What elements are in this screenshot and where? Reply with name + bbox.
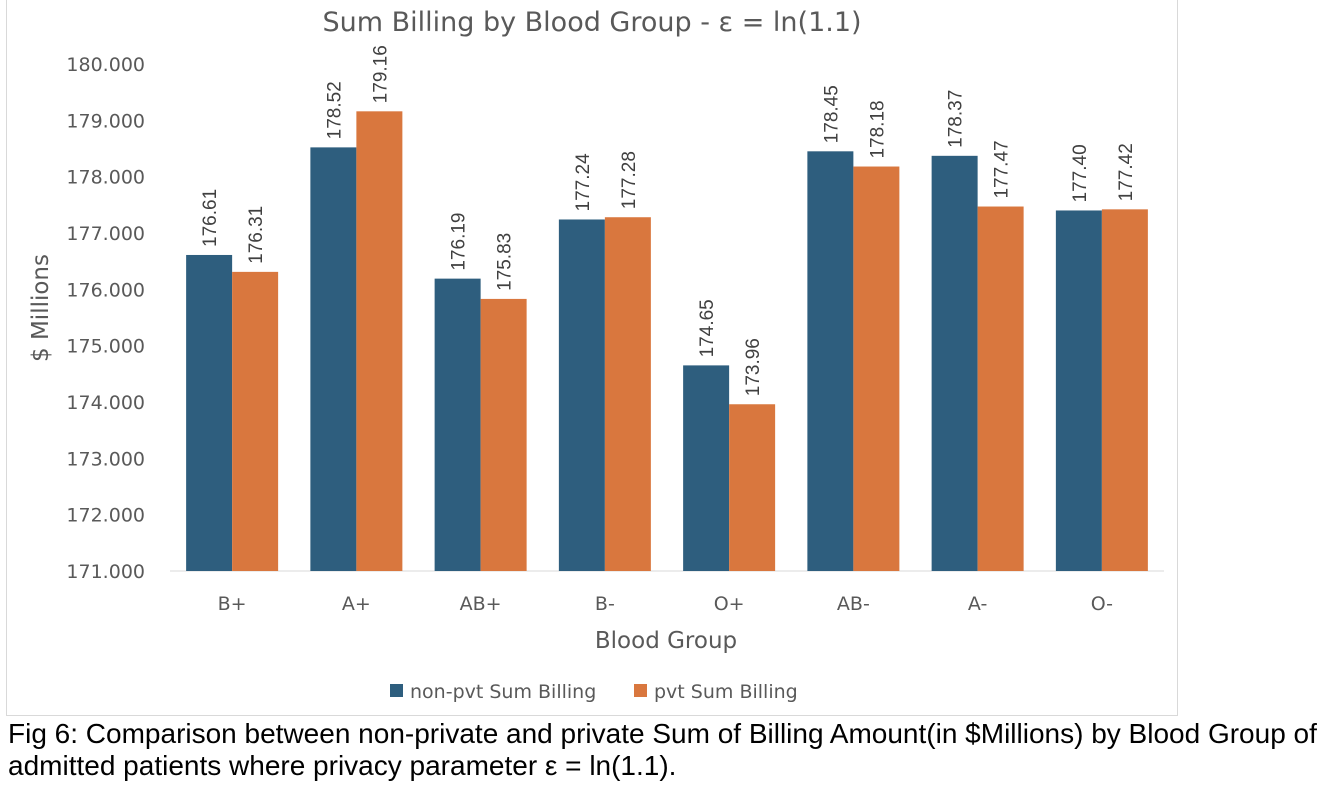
bar-non-pvt-A+: [310, 147, 357, 571]
x-tick-label: AB-: [837, 593, 870, 615]
bar-pvt-B+: [232, 271, 279, 571]
data-label: 177.40: [1070, 144, 1091, 202]
y-axis-title: $ Millions: [28, 254, 54, 362]
data-label: 178.18: [867, 100, 888, 158]
data-label: 177.47: [992, 140, 1013, 198]
bar-non-pvt-O-: [1055, 210, 1102, 571]
x-axis-ticks: B+ A+ AB+ B- O+ AB- A- O-: [218, 593, 1113, 615]
bar-non-pvt-B+: [186, 254, 233, 571]
chart-title: Sum Billing by Blood Group - ε = ln(1.1): [322, 7, 861, 38]
bar-pvt-AB-: [853, 166, 900, 571]
x-tick-label: B-: [595, 593, 615, 615]
data-label: 173.96: [743, 338, 764, 396]
data-label: 178.45: [821, 85, 842, 143]
bar-pvt-O+: [729, 404, 776, 571]
data-label: 176.19: [449, 213, 470, 271]
y-tick-label: 173.000: [66, 448, 145, 470]
data-label: 174.65: [697, 299, 718, 357]
bars: [186, 111, 1148, 572]
y-tick-label: 172.000: [66, 505, 145, 527]
data-label: 177.24: [573, 153, 594, 212]
data-label: 177.42: [1116, 143, 1137, 201]
y-tick-label: 174.000: [66, 392, 145, 414]
bar-pvt-O-: [1101, 209, 1148, 571]
bar-non-pvt-AB-: [807, 151, 854, 572]
bar-non-pvt-O+: [683, 365, 730, 571]
x-tick-label: AB+: [460, 593, 502, 615]
y-tick-label: 180.000: [66, 54, 145, 76]
bar-pvt-A-: [977, 206, 1024, 572]
bar-chart: Sum Billing by Blood Group - ε = ln(1.1)…: [28, 7, 1164, 703]
legend-label: pvt Sum Billing: [654, 681, 798, 703]
x-tick-label: A-: [968, 593, 987, 615]
y-tick-label: 179.000: [66, 110, 145, 132]
bar-non-pvt-A-: [931, 155, 978, 571]
bar-non-pvt-B-: [558, 219, 605, 572]
legend-swatch: [390, 684, 403, 697]
bar-pvt-B-: [604, 217, 651, 571]
bar-pvt-AB+: [480, 298, 527, 571]
data-label: 175.83: [495, 233, 516, 291]
data-label: 179.16: [370, 45, 391, 103]
figure-caption: Fig 6: Comparison between non-private an…: [8, 718, 1317, 781]
data-label: 176.31: [246, 206, 267, 264]
x-axis-title: Blood Group: [595, 628, 737, 654]
data-label: 178.37: [946, 90, 967, 148]
data-labels: 176.61 176.31 178.52 179.16 176.19 175.83 177.…: [200, 45, 1137, 396]
y-tick-label: 178.000: [66, 167, 145, 189]
x-tick-label: A+: [342, 593, 371, 615]
y-axis-ticks: 171.000 172.000 173.000 174.000 175.000 176.0…: [66, 54, 145, 583]
x-tick-label: O-: [1091, 593, 1113, 615]
x-tick-label: B+: [218, 593, 247, 615]
data-label: 176.61: [200, 189, 221, 247]
legend: non-pvt Sum Billing pvt Sum Billing: [390, 681, 798, 703]
y-tick-label: 176.000: [66, 279, 145, 301]
data-label: 177.28: [619, 151, 640, 209]
bar-pvt-A+: [356, 111, 403, 571]
legend-label: non-pvt Sum Billing: [410, 681, 596, 703]
bar-non-pvt-AB+: [434, 278, 481, 571]
y-tick-label: 171.000: [66, 561, 145, 583]
y-tick-label: 175.000: [66, 336, 145, 358]
legend-swatch: [634, 684, 647, 697]
data-label: 178.52: [324, 81, 345, 139]
x-tick-label: O+: [714, 593, 745, 615]
y-tick-label: 177.000: [66, 223, 145, 245]
